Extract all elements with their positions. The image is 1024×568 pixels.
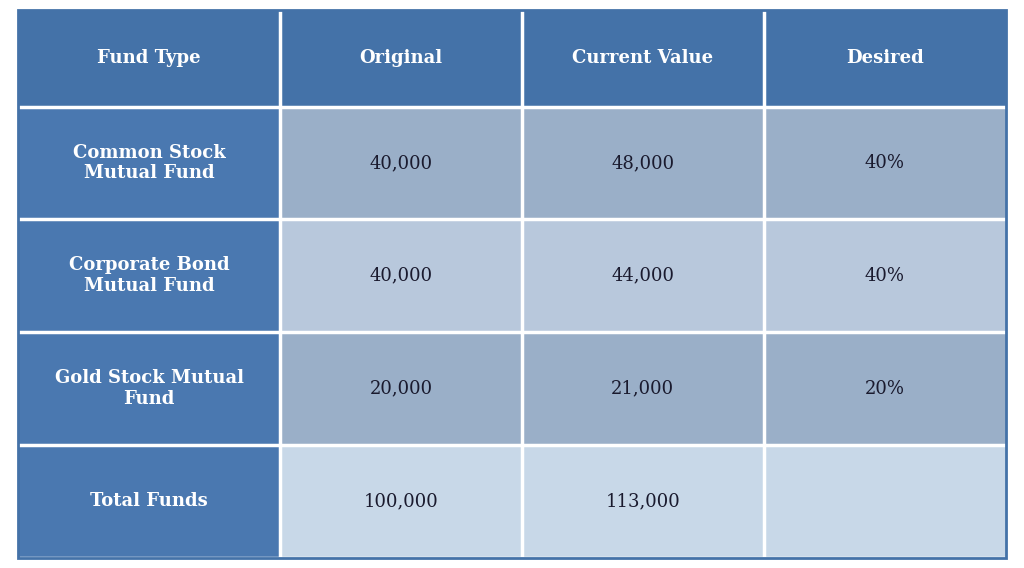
Text: Desired: Desired <box>846 49 924 68</box>
Bar <box>280 332 522 445</box>
Text: 20,000: 20,000 <box>370 379 432 398</box>
Bar <box>280 107 522 219</box>
Text: Current Value: Current Value <box>572 49 714 68</box>
Bar <box>522 445 764 558</box>
Text: Gold Stock Mutual
Fund: Gold Stock Mutual Fund <box>54 369 244 408</box>
Bar <box>764 219 1006 332</box>
Bar <box>764 332 1006 445</box>
Text: 40,000: 40,000 <box>370 154 432 172</box>
Bar <box>522 10 764 107</box>
Text: 44,000: 44,000 <box>611 267 674 285</box>
Text: Common Stock
Mutual Fund: Common Stock Mutual Fund <box>73 144 225 182</box>
Text: 40%: 40% <box>864 154 904 172</box>
Text: Corporate Bond
Mutual Fund: Corporate Bond Mutual Fund <box>69 256 229 295</box>
Text: 40%: 40% <box>864 267 904 285</box>
Bar <box>18 10 280 107</box>
Text: 113,000: 113,000 <box>605 492 680 511</box>
Bar <box>522 107 764 219</box>
Bar <box>18 332 280 445</box>
Text: Original: Original <box>359 49 442 68</box>
Bar <box>280 445 522 558</box>
Text: 100,000: 100,000 <box>364 492 438 511</box>
Text: 48,000: 48,000 <box>611 154 675 172</box>
Text: 21,000: 21,000 <box>611 379 675 398</box>
Text: Fund Type: Fund Type <box>97 49 201 68</box>
Bar <box>764 445 1006 558</box>
Bar <box>764 107 1006 219</box>
Text: Total Funds: Total Funds <box>90 492 208 511</box>
Bar <box>522 219 764 332</box>
Bar <box>18 107 280 219</box>
Text: 20%: 20% <box>864 379 904 398</box>
Bar <box>522 332 764 445</box>
Bar <box>280 10 522 107</box>
Bar <box>18 219 280 332</box>
Bar <box>18 445 280 558</box>
Bar <box>764 10 1006 107</box>
Text: 40,000: 40,000 <box>370 267 432 285</box>
Bar <box>280 219 522 332</box>
